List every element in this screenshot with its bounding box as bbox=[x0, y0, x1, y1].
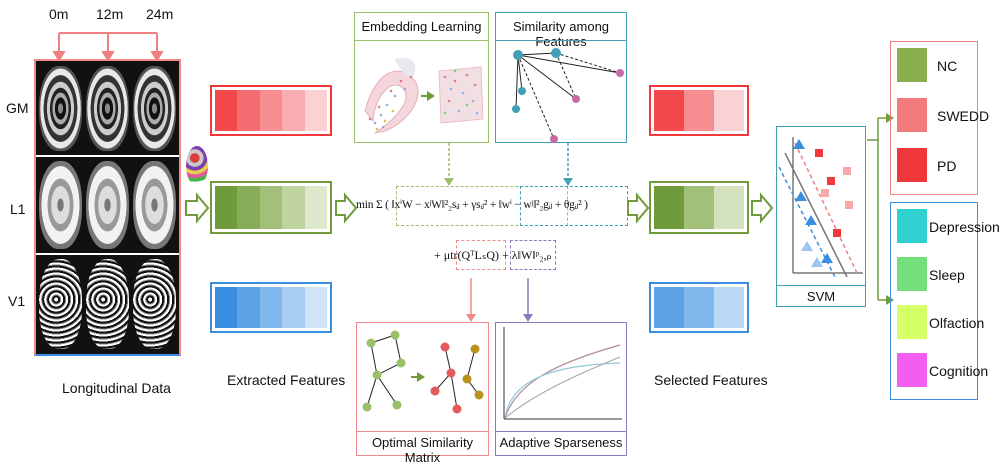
clinical-scores-panel: Depression Sleep Olfaction Cognition bbox=[890, 202, 1000, 400]
class-label-nc: NC bbox=[937, 58, 958, 74]
svm-title: SVM bbox=[806, 289, 836, 304]
class-swatch-swedd bbox=[897, 98, 927, 132]
class-label-olfaction: Olfaction bbox=[929, 315, 985, 331]
similarity-graph-icon bbox=[512, 48, 624, 143]
optimal-graph-icon bbox=[362, 330, 484, 414]
class-label-pd: PD bbox=[937, 158, 957, 174]
arrow-right-icon bbox=[417, 372, 425, 382]
class-swatch-depression bbox=[897, 209, 927, 243]
optimal-similarity-panel: Optimal Similarity Matrix bbox=[356, 322, 489, 465]
equation-line-1: min Σ ( ‖xⁱW − xʲW‖²₂sᵢⱼ + γsᵢⱼ² + ‖wⁱ −… bbox=[356, 199, 588, 211]
selected-features-gm bbox=[649, 85, 749, 136]
v1-scan-0m bbox=[39, 259, 82, 349]
class-swatch-sleep bbox=[897, 257, 927, 291]
v1-scan-24m bbox=[133, 259, 176, 349]
selected-features-v1 bbox=[649, 282, 749, 333]
sparseness-curves-icon bbox=[503, 327, 622, 420]
extracted-features-gm bbox=[210, 85, 332, 136]
l1-scan-0m bbox=[39, 161, 82, 249]
extracted-features-l1 bbox=[210, 181, 332, 234]
l1-scan-24m bbox=[133, 161, 176, 249]
selected-features-label: Selected Features bbox=[654, 372, 768, 388]
embedding-learning-panel: Embedding Learning bbox=[354, 12, 489, 143]
class-swatch-cognition bbox=[897, 353, 927, 387]
class-label-sleep: Sleep bbox=[929, 267, 965, 283]
class-label-cognition: Cognition bbox=[929, 363, 989, 379]
embedding-manifold-icon bbox=[364, 57, 484, 134]
timepoint-12m: 12m bbox=[96, 6, 124, 22]
modality-l1: L1 bbox=[10, 201, 26, 217]
gm-scan-0m bbox=[39, 66, 82, 151]
longitudinal-data-panel bbox=[34, 59, 181, 356]
class-swatch-olfaction bbox=[897, 305, 927, 339]
longitudinal-label: Longitudinal Data bbox=[62, 380, 171, 396]
gm-scan-24m bbox=[133, 66, 176, 151]
l1-scan-12m bbox=[86, 161, 129, 249]
diagnosis-classes-panel: NC SWEDD PD bbox=[890, 41, 989, 195]
optimal-similarity-title: Optimal Similarity Matrix bbox=[371, 435, 474, 465]
similarity-features-title: Similarity among Features bbox=[512, 19, 610, 49]
regularization-terms: + μtr(QᵀLₛQ) + λ‖W‖ᵖ₂,ₚ bbox=[434, 240, 564, 270]
timepoint-24m: 24m bbox=[146, 6, 174, 22]
timepoint-0m: 0m bbox=[49, 6, 69, 22]
extracted-features-v1 bbox=[210, 282, 332, 333]
modality-gm: GM bbox=[6, 100, 29, 116]
selected-features-l1 bbox=[649, 181, 749, 234]
modality-v1: V1 bbox=[8, 293, 26, 309]
class-swatch-pd bbox=[897, 148, 927, 182]
brain-atlas-icon bbox=[186, 146, 208, 186]
equation-line-2: + μtr(QᵀLₛQ) + λ‖W‖ᵖ₂,ₚ bbox=[434, 248, 552, 262]
adaptive-sparseness-panel: Adaptive Sparseness bbox=[495, 322, 627, 456]
class-swatch-nc bbox=[897, 48, 927, 82]
svm-plot-icon bbox=[778, 137, 863, 278]
gm-scan-12m bbox=[86, 66, 129, 151]
class-label-depression: Depression bbox=[929, 219, 1000, 235]
similarity-features-panel: Similarity among Features bbox=[495, 12, 627, 143]
class-label-swedd: SWEDD bbox=[937, 108, 990, 124]
extracted-features-label: Extracted Features bbox=[227, 372, 346, 388]
embedding-learning-title: Embedding Learning bbox=[361, 19, 482, 34]
v1-scan-12m bbox=[86, 259, 129, 349]
adaptive-sparseness-title: Adaptive Sparseness bbox=[499, 435, 623, 450]
svm-panel: SVM bbox=[776, 126, 866, 307]
objective-equation: min Σ ( ‖xⁱW − xʲW‖²₂sᵢⱼ + γsᵢⱼ² + ‖wⁱ −… bbox=[356, 186, 628, 228]
